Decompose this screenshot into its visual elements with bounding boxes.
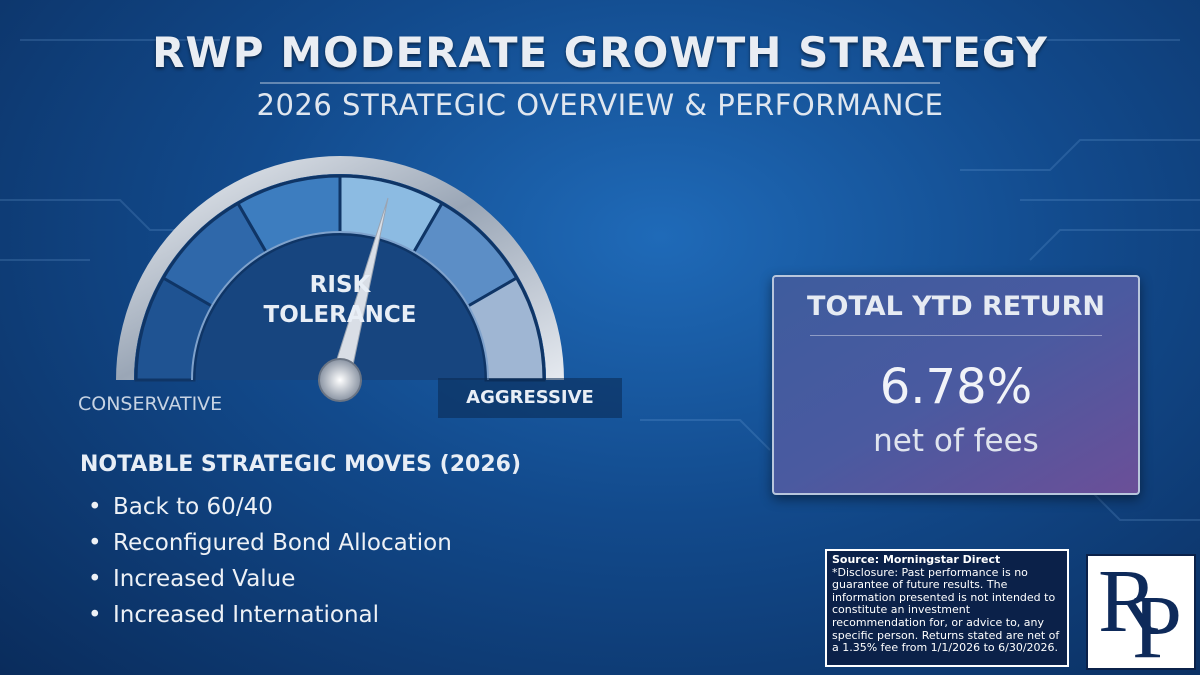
subtitle: 2026 STRATEGIC OVERVIEW & PERFORMANCE	[256, 88, 944, 122]
return-title: TOTAL YTD RETURN	[807, 291, 1105, 322]
gauge-label-line: RISK	[309, 272, 371, 298]
return-rule	[810, 335, 1102, 336]
disclosure-text: *Disclosure: Past performance is no guar…	[832, 565, 1060, 655]
logo: R P	[1086, 552, 1196, 675]
move-item: Increased Value	[88, 562, 452, 598]
moves-heading: NOTABLE STRATEGIC MOVES (2026)	[80, 452, 522, 477]
gauge-hub	[318, 358, 362, 402]
title-rule	[260, 82, 940, 84]
gauge-label-line: TOLERANCE	[263, 302, 417, 328]
low-label: CONSERVATIVE	[78, 393, 223, 415]
logo-letter: R	[1098, 552, 1159, 651]
gauge-label: RISK TOLERANCE	[240, 270, 440, 330]
high-label: AGGRESSIVE	[438, 378, 622, 418]
return-note: net of fees	[873, 423, 1039, 459]
moves-list: Back to 60/40 Reconfigured Bond Allocati…	[88, 490, 452, 634]
return-value: 6.78%	[879, 359, 1033, 415]
return-box: TOTAL YTD RETURN 6.78% net of fees	[772, 275, 1140, 495]
disclosure: Source: Morningstar Direct *Disclosure: …	[825, 549, 1069, 667]
move-item: Reconfigured Bond Allocation	[88, 526, 452, 562]
logo-letter: P	[1132, 578, 1183, 675]
gauge	[116, 156, 564, 402]
move-item: Back to 60/40	[88, 490, 452, 526]
title: RWP MODERATE GROWTH STRATEGY	[152, 28, 1048, 77]
gauge-inner-arc	[191, 231, 489, 381]
move-item: Increased International	[88, 598, 452, 634]
source: Source: Morningstar Direct	[832, 553, 1001, 566]
